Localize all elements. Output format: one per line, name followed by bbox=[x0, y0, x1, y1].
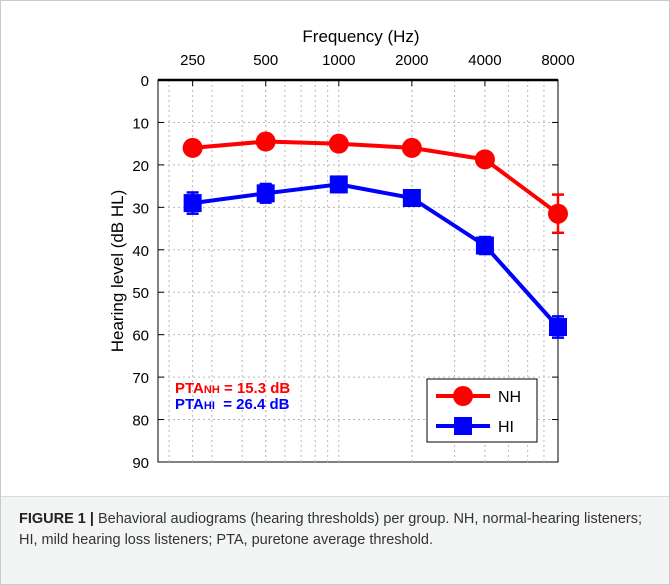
pta-nh-value: = 15.3 dB bbox=[220, 380, 291, 397]
pta-nh-annotation: PTANH = 15.3 dB bbox=[175, 380, 290, 397]
chart-title: Frequency (Hz) bbox=[302, 27, 419, 46]
data-point bbox=[402, 188, 421, 207]
pta-hi-annotation: PTAHI = 26.4 dB bbox=[175, 396, 290, 413]
y-axis-label: Hearing level (dB HL) bbox=[108, 190, 127, 353]
x-tick-label: 4000 bbox=[468, 52, 501, 69]
y-tick-label: 90 bbox=[132, 455, 149, 472]
series-line bbox=[192, 139, 560, 216]
y-tick-label: 50 bbox=[132, 285, 149, 302]
legend-hi-label: HI bbox=[498, 419, 514, 436]
series-layer bbox=[182, 131, 568, 339]
pta-hi-sub: HI bbox=[204, 400, 215, 412]
y-tick-label: 10 bbox=[132, 115, 149, 132]
y-tick-label: 0 bbox=[141, 73, 149, 90]
y-tick-label: 30 bbox=[132, 200, 149, 217]
x-tick-label: 8000 bbox=[541, 52, 574, 69]
y-tick-label: 60 bbox=[132, 328, 149, 345]
series-line bbox=[192, 182, 560, 329]
data-point bbox=[255, 131, 276, 152]
pta-nh-sub: NH bbox=[204, 384, 220, 396]
y-tick-label: 20 bbox=[132, 158, 149, 175]
data-point bbox=[182, 137, 203, 158]
figure-caption: FIGURE 1 | Behavioral audiograms (hearin… bbox=[19, 509, 655, 551]
data-point bbox=[549, 318, 567, 337]
y-tick-label: 70 bbox=[132, 370, 149, 387]
tick-layer: 0 10 20 30 40 50 60 70 80 90 250 500 1000 2000 4000 800… bbox=[132, 52, 574, 472]
y-tick-label: 80 bbox=[132, 413, 149, 430]
legend-box bbox=[426, 378, 538, 443]
data-point bbox=[256, 184, 275, 203]
plot-area: 0 10 20 30 40 50 60 70 80 90 250 500 1000 2000 4000 800… bbox=[1, 1, 669, 497]
x-tick-label: 500 bbox=[253, 52, 278, 69]
data-point bbox=[474, 149, 495, 170]
x-tick-label: 2000 bbox=[395, 52, 428, 69]
data-point bbox=[548, 203, 568, 224]
pta-annotation: PTANH = 15.3 dB PTAHI = 26.4 dB bbox=[175, 380, 290, 413]
caption-text: Behavioral audiograms (hearing threshold… bbox=[19, 511, 643, 548]
pta-hi-value: = 26.4 dB bbox=[215, 396, 290, 413]
data-point bbox=[328, 133, 349, 154]
legend-hi-marker bbox=[454, 417, 472, 435]
x-tick-label: 1000 bbox=[322, 52, 355, 69]
data-point bbox=[475, 236, 494, 255]
y-tick-label: 40 bbox=[132, 243, 149, 260]
pta-nh-prefix: PTA bbox=[175, 380, 204, 397]
x-tick-label: 250 bbox=[180, 52, 205, 69]
data-point bbox=[401, 137, 422, 158]
caption-label: FIGURE 1 | bbox=[19, 511, 94, 527]
data-point bbox=[329, 175, 348, 194]
audiogram-chart: 0 10 20 30 40 50 60 70 80 90 250 500 1000 2000 4000 800… bbox=[108, 27, 575, 472]
data-point bbox=[183, 194, 202, 213]
legend-nh-marker bbox=[453, 386, 473, 406]
legend: NH HI bbox=[426, 378, 538, 443]
legend-nh-label: NH bbox=[498, 389, 521, 406]
pta-hi-prefix: PTA bbox=[175, 396, 204, 413]
